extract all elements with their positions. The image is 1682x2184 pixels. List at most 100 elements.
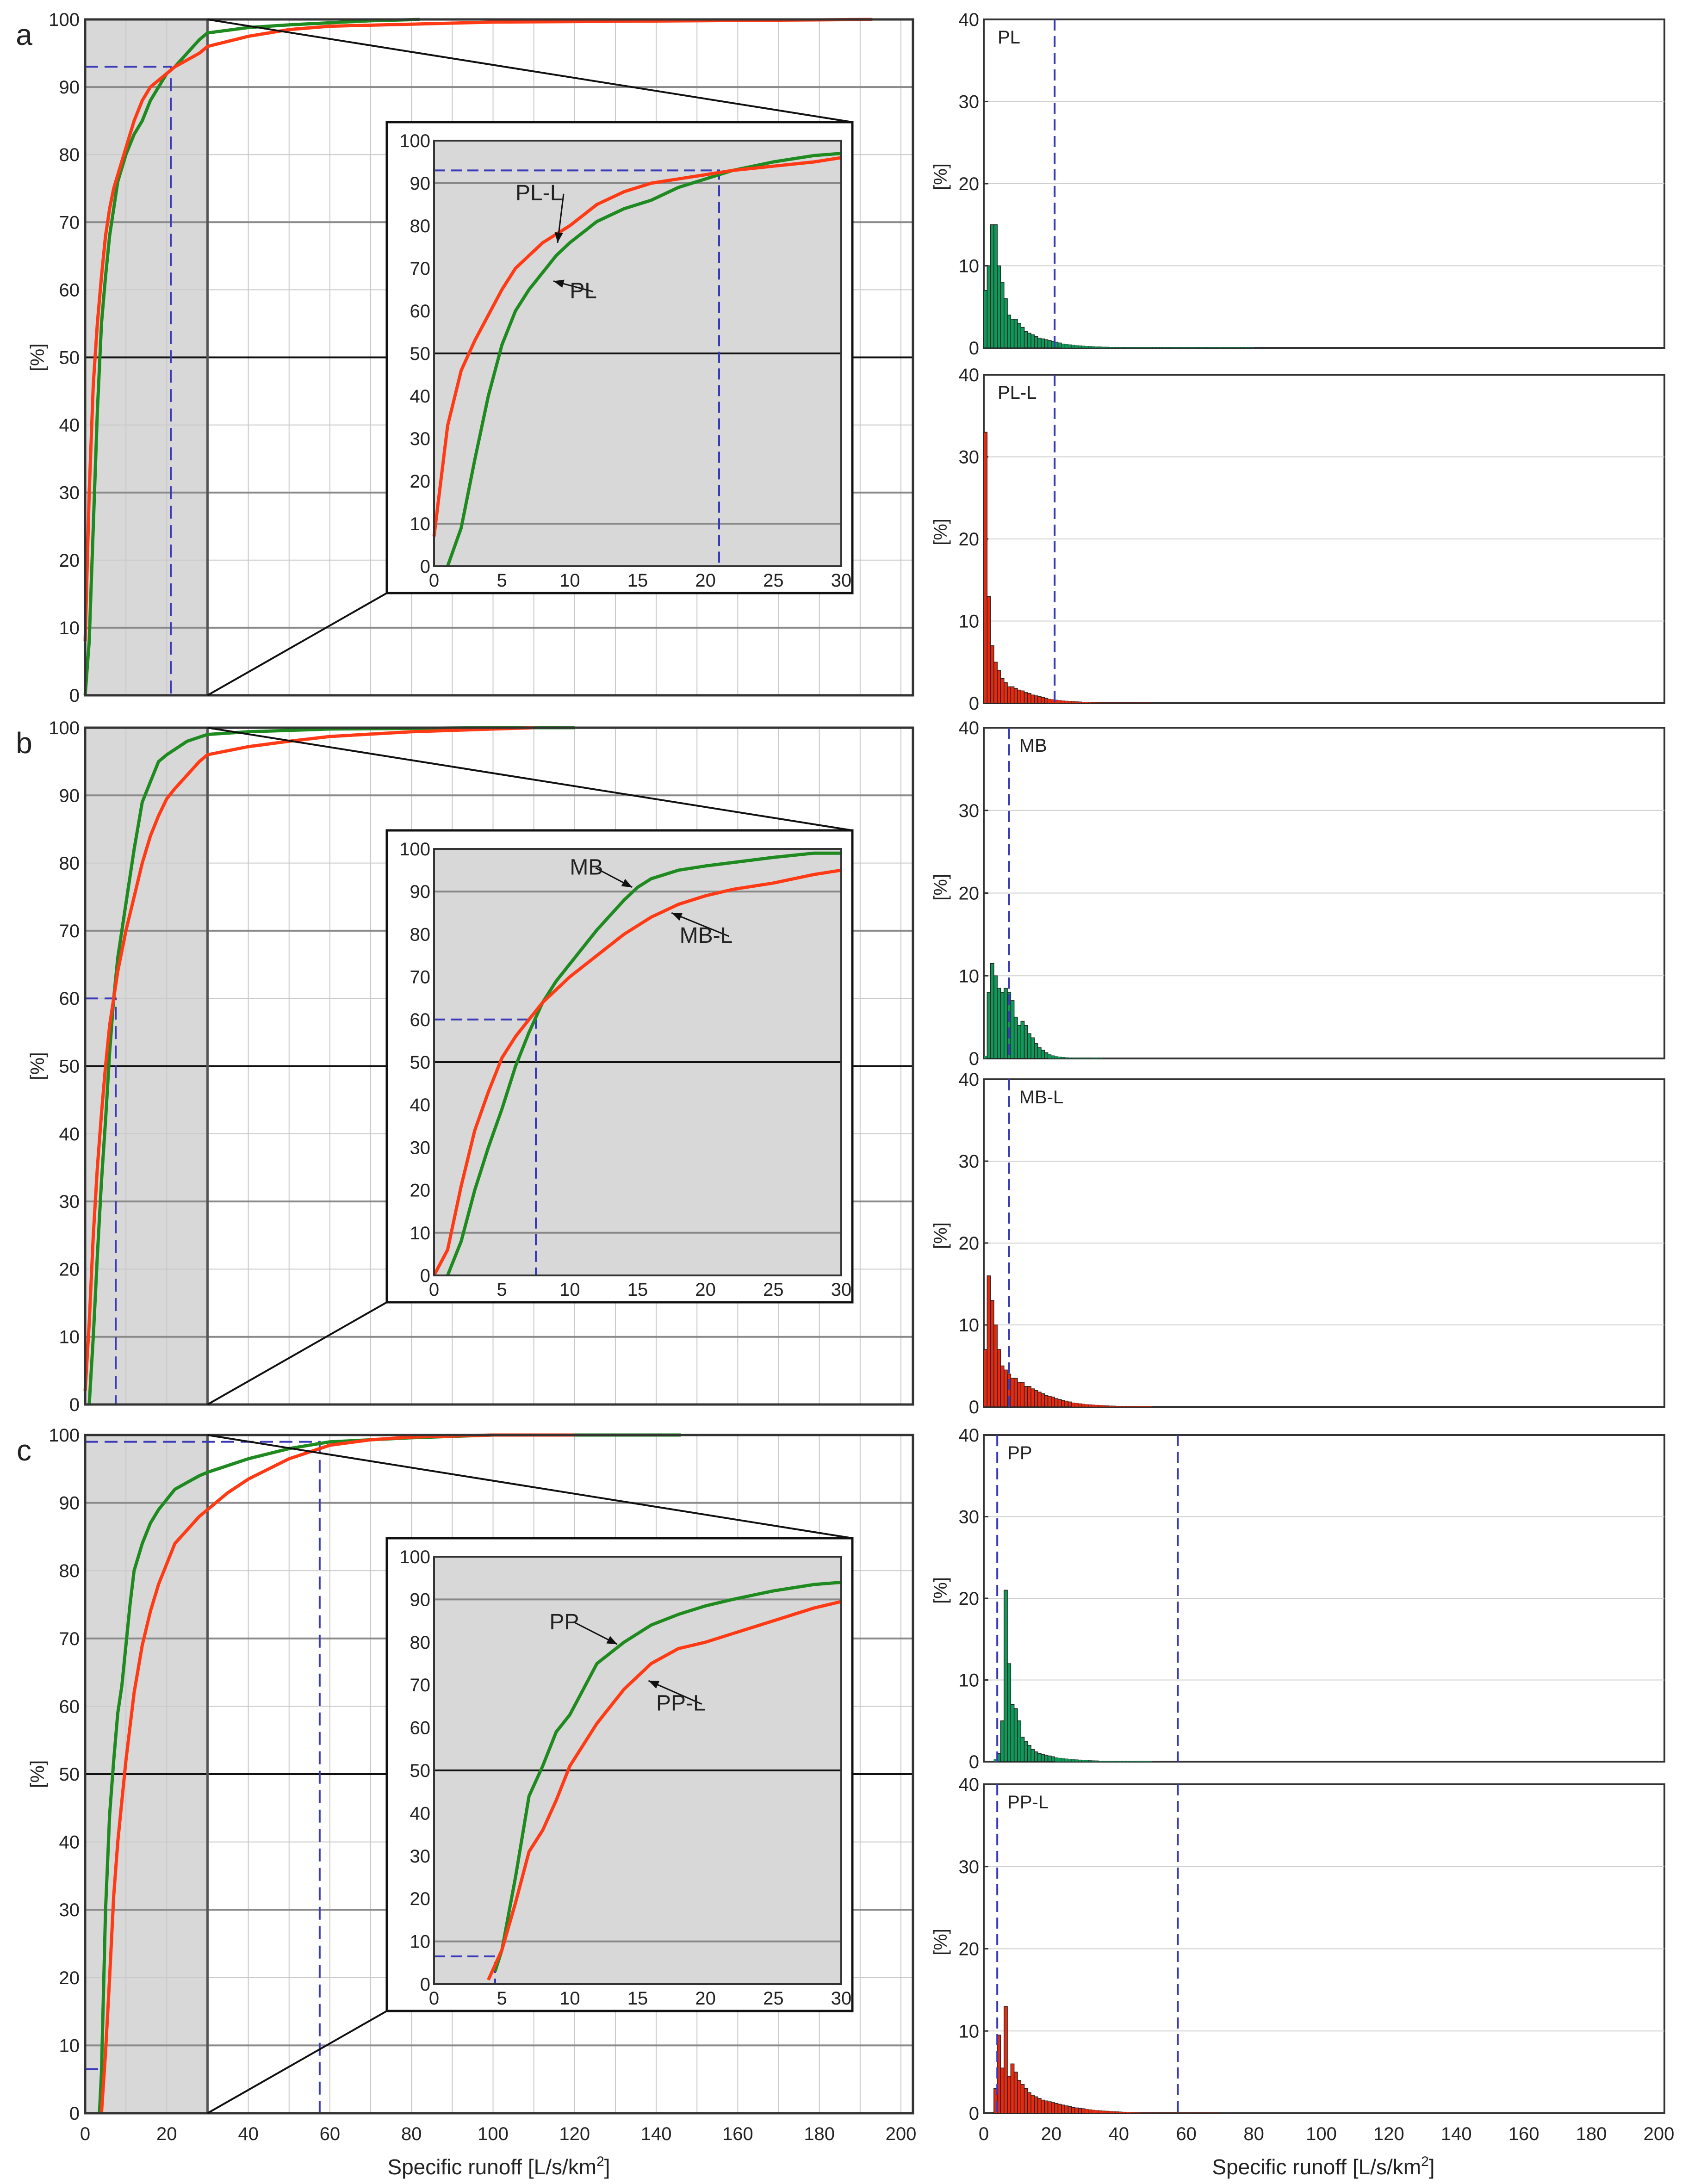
histogram-bar <box>1071 1402 1075 1407</box>
zoom-connector <box>207 1434 853 1539</box>
y-tick-label: 50 <box>59 348 80 368</box>
histogram-bar <box>1115 702 1119 704</box>
histogram-bar <box>1145 702 1149 704</box>
histogram-bar <box>1007 315 1012 348</box>
histogram-y-tick-label: 20 <box>959 1939 980 1960</box>
histogram-bar <box>1004 1590 1008 1762</box>
histogram-bar <box>1217 2112 1220 2114</box>
histogram-bar <box>1108 1761 1112 1762</box>
inset-y-tick-label: 40 <box>410 1095 431 1115</box>
histogram-bar <box>1111 1761 1116 1762</box>
annotation-label: MB-L <box>680 923 733 948</box>
y-tick-label: 20 <box>59 1259 80 1280</box>
histogram-y-tick-label: 20 <box>959 529 980 550</box>
zoom-connector <box>207 727 853 831</box>
histogram-bar <box>1122 1406 1126 1407</box>
histogram-bar <box>1027 1033 1031 1059</box>
x-tick-label: 140 <box>641 2124 672 2144</box>
inset-y-tick-label: 60 <box>410 301 431 322</box>
histogram-y-tick-label: 10 <box>959 1670 980 1691</box>
y-tick-label: 70 <box>59 212 80 233</box>
histogram-bar <box>1020 1382 1025 1407</box>
histogram-bar <box>1061 1057 1065 1059</box>
histogram-bar <box>1030 334 1035 348</box>
x-tick-label: 100 <box>478 2124 509 2144</box>
histogram-bar <box>1111 2111 1116 2114</box>
y-tick-label: 10 <box>59 618 80 638</box>
histogram-bar <box>1108 346 1112 348</box>
histogram-bar <box>1013 319 1018 348</box>
inset-series-line <box>446 851 841 1276</box>
histogram-bar <box>1044 339 1049 348</box>
histogram-bar <box>1081 1404 1086 1407</box>
histogram-bar <box>1027 333 1031 348</box>
zoom-connector <box>207 2010 387 2114</box>
histogram-bar <box>1105 1761 1109 1762</box>
histogram-bar <box>1081 702 1086 704</box>
histogram-bar <box>1020 1737 1025 1762</box>
histogram-bar <box>1098 1058 1102 1059</box>
inset-y-tick-label: 30 <box>410 1846 431 1867</box>
histogram-bar <box>1105 702 1109 704</box>
histogram-x-tick-label: 140 <box>1441 2124 1472 2144</box>
histogram-bar <box>1142 347 1146 348</box>
y-tick-label: 60 <box>59 989 80 1009</box>
histogram-y-tick-label: 40 <box>959 1070 980 1090</box>
histogram-bar <box>1068 1401 1072 1407</box>
histogram-bar <box>1095 1760 1099 1762</box>
histogram-pp: 0 10 20 30 40 PP [%] <box>931 1425 1665 1772</box>
histogram-y-tick-label: 30 <box>959 92 980 112</box>
histogram-bar <box>1105 1405 1109 1407</box>
inset-y-tick-label: 0 <box>420 557 430 577</box>
x-axis-label-left: Specific runoff [L/s/km2] <box>387 2154 610 2179</box>
histogram-bar <box>1152 347 1156 348</box>
x-axis-label-main: Specific runoff [L/s/km <box>1212 2155 1421 2179</box>
histogram-bar <box>1041 1393 1045 1407</box>
histogram-bar <box>1007 2076 1012 2114</box>
histogram-bar <box>1210 347 1214 348</box>
histogram-bar <box>1037 1392 1042 1407</box>
histogram-bar <box>1074 2107 1079 2114</box>
histogram-x-tick-label: 40 <box>1109 2124 1130 2144</box>
panel-letter: b <box>16 726 32 760</box>
histogram-bar <box>1122 347 1126 348</box>
histogram-bar <box>1074 345 1079 348</box>
histogram-x-tick-label: 160 <box>1508 2124 1539 2144</box>
histogram-bar <box>1004 682 1008 704</box>
histogram-bar <box>1199 2112 1204 2114</box>
histogram-bar <box>1173 347 1177 348</box>
inset-x-tick-label: 20 <box>695 570 716 591</box>
histogram-y-tick-label: 20 <box>959 174 980 194</box>
histogram-bar <box>1095 1404 1099 1407</box>
histogram-bar <box>983 1349 988 1407</box>
reference-line <box>85 66 172 695</box>
histogram-bar <box>1047 2101 1052 2114</box>
histogram-bar <box>1233 347 1237 348</box>
histogram-bar <box>1183 2112 1186 2114</box>
x-tick-label: 40 <box>238 2124 259 2144</box>
histogram-bar <box>1027 1386 1031 1407</box>
y-tick-label: 0 <box>69 2104 80 2124</box>
inset-x-tick-label: 25 <box>763 570 784 591</box>
inset-a: 0 10 20 30 40 50 60 70 80 90 100 0 5 10 15 20 25 30 PL-L PL <box>385 121 854 594</box>
histogram-bar <box>1020 327 1025 348</box>
histogram-bar <box>1030 1749 1035 1762</box>
histogram-label: PP <box>1007 1443 1032 1463</box>
histogram-bar <box>1098 346 1102 348</box>
histogram-bar <box>1088 702 1092 704</box>
x-axis-label-end: ] <box>604 2155 610 2179</box>
histogram-bar <box>1074 1403 1079 1407</box>
y-axis-label: [%] <box>26 1760 48 1788</box>
histogram-y-tick-label: 40 <box>959 1775 980 1795</box>
inset-x-tick-label: 25 <box>763 1988 784 2009</box>
inset-y-tick-label: 20 <box>410 1889 431 1909</box>
annotation-arrowhead <box>553 279 565 288</box>
histogram-bar <box>1088 2109 1092 2114</box>
histogram-bar <box>1098 702 1102 704</box>
histogram-bar <box>1105 346 1109 348</box>
histogram-bar <box>1139 347 1143 348</box>
y-tick-label: 20 <box>59 551 80 571</box>
histogram-y-tick-label: 0 <box>969 693 979 714</box>
